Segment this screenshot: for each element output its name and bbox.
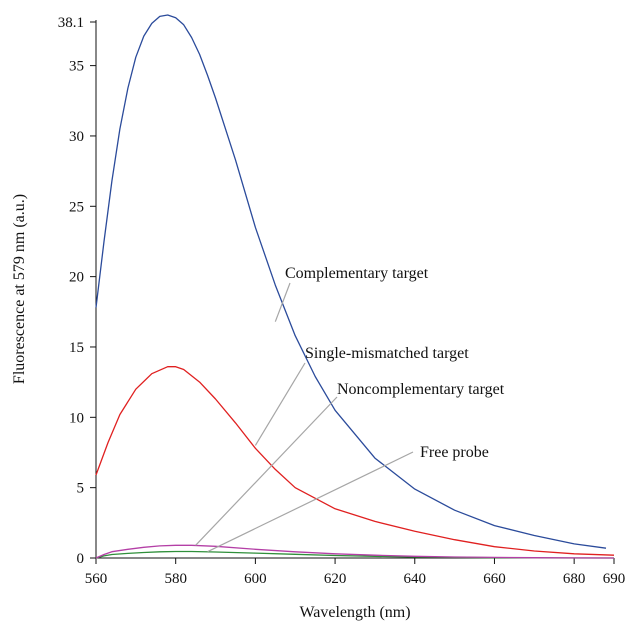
x-tick-label: 640 <box>404 571 427 587</box>
y-tick-label: 38.1 <box>58 15 84 31</box>
series-line-noncomplementary-target <box>95 544 615 559</box>
series-layer <box>95 14 615 559</box>
plot-area <box>95 20 614 559</box>
y-tick-label: 25 <box>69 199 84 215</box>
x-tick-label: 580 <box>164 571 187 587</box>
x-tick-label: 620 <box>324 571 347 587</box>
series-line-complementary-target <box>95 14 607 549</box>
y-tick-label: 0 <box>77 551 85 567</box>
annotation-leader-line <box>195 396 338 546</box>
annotation-label-free-probe: Free probe <box>420 444 489 461</box>
y-tick-label: 5 <box>77 481 85 497</box>
y-tick-label: 10 <box>69 410 84 426</box>
x-axis-ticks: 560 580 600 620 640 660 680 690 <box>85 558 626 587</box>
y-tick-label: 15 <box>69 340 84 356</box>
x-tick-label: 600 <box>244 571 267 587</box>
annotation-leader-line <box>207 451 414 553</box>
annotation-leaders <box>195 282 414 553</box>
series-line-single-mismatched-target <box>95 366 615 556</box>
annotation-labels: Complementary target Single-mismatched ta… <box>285 265 505 461</box>
x-tick-label: 560 <box>85 571 108 587</box>
x-axis-title: Wavelength (nm) <box>299 604 410 621</box>
annotation-leader-line <box>274 282 291 322</box>
y-tick-label: 30 <box>69 129 84 145</box>
annotation-label-noncomplementary-target: Noncomplementary target <box>337 381 505 398</box>
annotation-leader-line <box>254 362 306 446</box>
x-tick-label: 660 <box>483 571 506 587</box>
x-tick-label: 680 <box>563 571 586 587</box>
y-axis-ticks: 0 5 10 15 20 25 30 35 38.1 <box>58 15 96 567</box>
x-tick-label: 690 <box>603 571 626 587</box>
annotation-label-single-mismatched-target: Single-mismatched target <box>305 345 469 362</box>
y-axis-title: Fluorescence at 579 nm (a.u.) <box>11 194 28 384</box>
y-tick-label: 35 <box>69 59 84 75</box>
y-tick-label: 20 <box>69 270 84 286</box>
annotation-label-complementary-target: Complementary target <box>285 265 429 282</box>
